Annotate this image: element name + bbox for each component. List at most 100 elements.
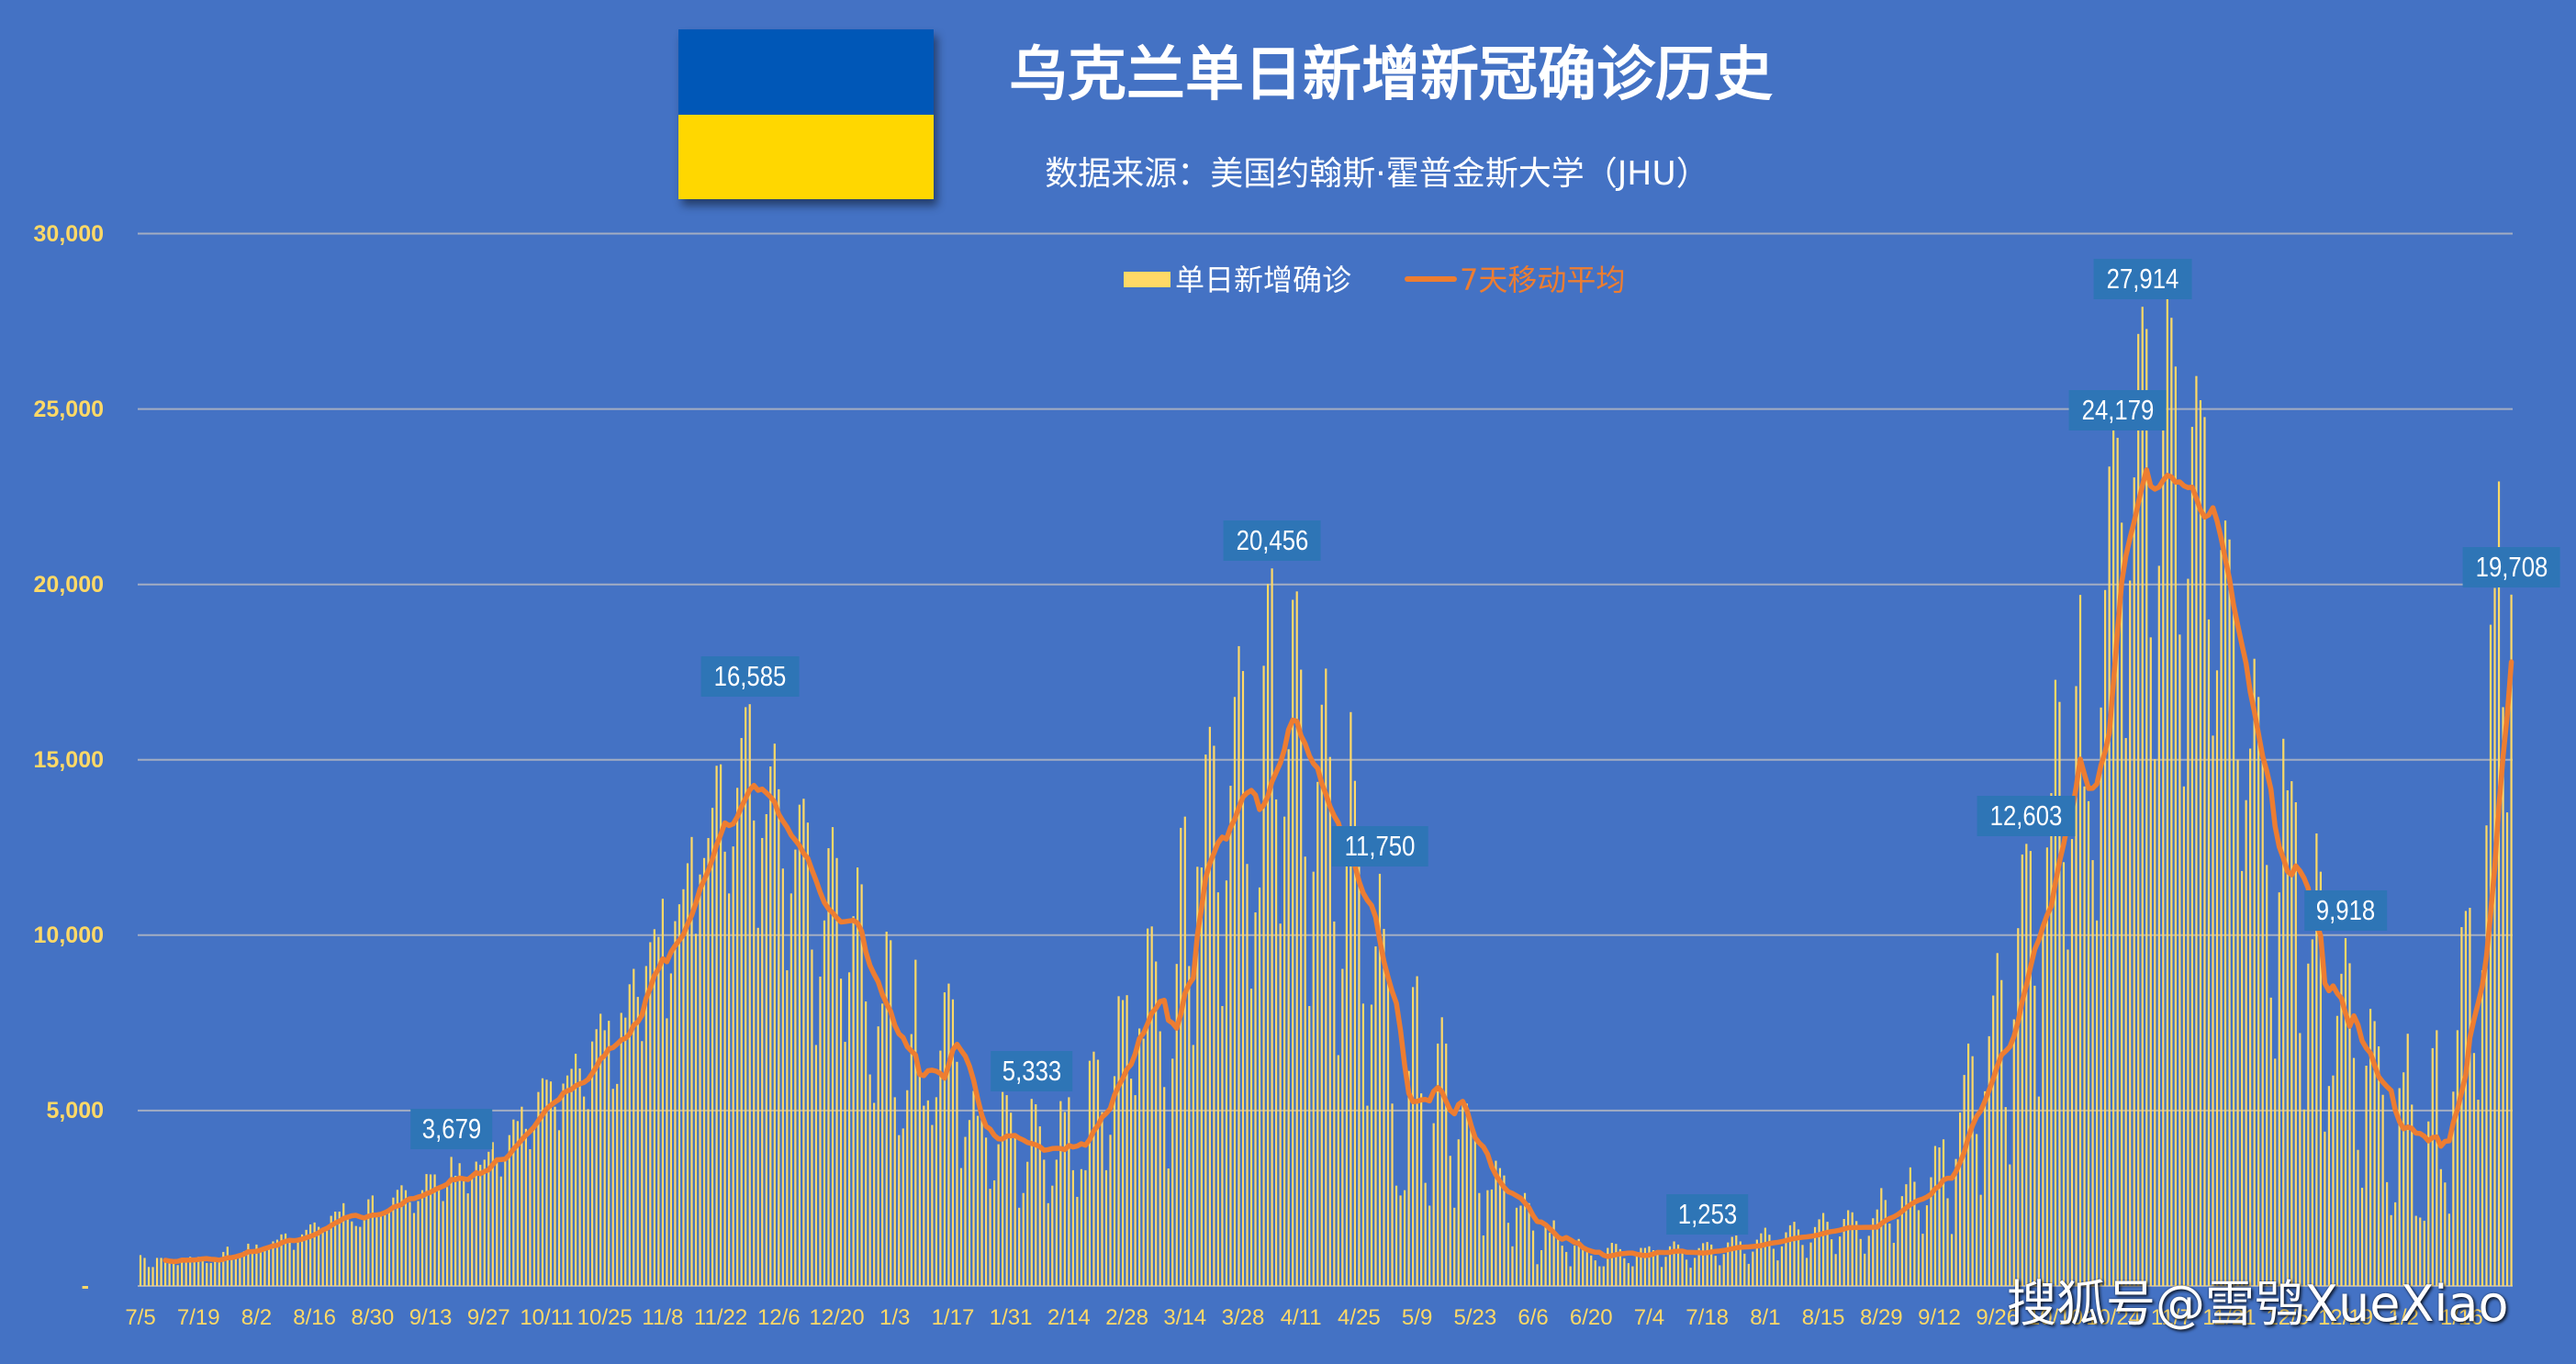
bar-daily-cases [1462, 1101, 1464, 1286]
x-axis-label: 7/18 [1686, 1305, 1730, 1330]
x-axis-label: 8/30 [351, 1305, 395, 1330]
x-axis-label: 2/28 [1105, 1305, 1148, 1330]
bar-daily-cases [351, 1221, 353, 1286]
flag-blue-stripe [678, 29, 934, 115]
bar-daily-cases [1958, 1112, 1962, 1286]
bar-daily-cases [189, 1257, 192, 1286]
bar-daily-cases [1366, 1105, 1369, 1286]
bar-daily-cases [1482, 1235, 1484, 1286]
bar-daily-cases [206, 1262, 208, 1286]
bar-daily-cases [2070, 839, 2074, 1286]
bar-daily-cases [1292, 599, 1294, 1286]
bar-daily-cases [798, 804, 801, 1286]
bar-daily-cases [1490, 1189, 1493, 1286]
bar-daily-cases [2390, 1214, 2392, 1286]
x-axis-label: 10/24 [2086, 1305, 2142, 1330]
bar-daily-cases [1569, 1266, 1572, 1286]
bar-daily-cases [2497, 481, 2501, 1286]
bar-daily-cases [1010, 1112, 1013, 1286]
bar-daily-cases [2439, 1168, 2442, 1286]
bar-daily-cases [1486, 1190, 1489, 1286]
bar-daily-cases [976, 1115, 980, 1286]
bar-daily-cases [1345, 864, 1348, 1286]
bar-daily-cases [1104, 1169, 1108, 1286]
x-axis-label: 1/17 [931, 1305, 975, 1330]
bar-daily-cases [2133, 477, 2135, 1286]
bar-daily-cases [2340, 973, 2343, 1286]
bar-daily-cases [1755, 1239, 1758, 1286]
bar-daily-cases [1722, 1254, 1725, 1286]
bar-daily-cases [2042, 926, 2044, 1286]
bar-daily-cases [902, 1128, 904, 1286]
bar-daily-cases [2419, 1217, 2422, 1286]
bar-daily-cases [554, 1106, 556, 1286]
bar-daily-cases [2464, 911, 2468, 1286]
bar-daily-cases [491, 1142, 494, 1286]
bar-daily-cases [2149, 637, 2152, 1286]
bar-daily-cases [1200, 867, 1203, 1286]
bar-daily-cases [819, 976, 822, 1286]
x-axis-label: 10/10 [2027, 1305, 2083, 1330]
bar-daily-cases [1797, 1229, 1800, 1286]
bar-daily-cases [1465, 1103, 1468, 1286]
bar-daily-cases [2108, 466, 2111, 1286]
bar-daily-cases [641, 1041, 644, 1286]
bar-daily-cases [1407, 1070, 1410, 1286]
bar-daily-cases [2319, 871, 2322, 1286]
bar-daily-cases [2121, 522, 2123, 1286]
bar-daily-cases [1598, 1266, 1601, 1286]
bar-daily-cases [1577, 1238, 1580, 1286]
bar-daily-cases [1175, 964, 1178, 1286]
bar-daily-cases [1295, 591, 1298, 1286]
bar-daily-cases [1818, 1219, 1820, 1286]
bar-daily-cases [2104, 589, 2107, 1286]
bar-daily-cases [2269, 997, 2272, 1286]
bar-daily-cases [865, 1001, 868, 1286]
bar-daily-cases [2282, 738, 2285, 1286]
bar-daily-cases [968, 1120, 971, 1286]
bar-daily-cases [2261, 757, 2264, 1286]
bar-daily-cases [616, 1083, 619, 1286]
bar-daily-cases [881, 1003, 884, 1286]
bar-daily-cases [1623, 1258, 1626, 1286]
bar-daily-cases [209, 1262, 212, 1286]
bar-daily-cases [1035, 1104, 1037, 1286]
bar-daily-cases [2360, 1187, 2364, 1286]
x-axis-label: 10/25 [577, 1305, 633, 1330]
bar-daily-cases [964, 1136, 967, 1286]
bar-daily-cases [267, 1245, 271, 1286]
bar-daily-cases [512, 1119, 515, 1286]
bar-daily-cases [2050, 793, 2053, 1286]
bar-daily-cases [429, 1174, 432, 1286]
data-label: 11,750 [1331, 825, 1428, 866]
bar-daily-cases [2294, 801, 2297, 1286]
bar-daily-cases [2236, 759, 2239, 1286]
bar-daily-cases [2386, 1181, 2389, 1286]
bar-daily-cases [2124, 738, 2127, 1286]
bar-daily-cases [2485, 825, 2488, 1286]
y-axis-label: 5,000 [46, 1097, 104, 1124]
bar-daily-cases [1515, 1207, 1518, 1286]
bar-daily-cases [1113, 1076, 1116, 1286]
bar-daily-cases [678, 904, 681, 1286]
bar-daily-cases [359, 1226, 362, 1286]
x-axis-label: 12/5 [2266, 1305, 2310, 1330]
x-axis-label: 10/11 [520, 1305, 574, 1330]
bar-daily-cases [1412, 987, 1415, 1286]
bar-daily-cases [835, 857, 838, 1286]
bar-daily-cases [185, 1258, 187, 1286]
bar-daily-cases [2212, 735, 2214, 1286]
bar-daily-cases [1478, 1192, 1481, 1286]
bar-daily-cases [1213, 745, 1215, 1286]
bar-daily-cases [1495, 1160, 1497, 1286]
bar-daily-cases [404, 1190, 408, 1286]
daily-cases-bars [139, 298, 2513, 1287]
bar-daily-cases [1909, 1167, 1911, 1286]
bar-daily-cases [2182, 786, 2185, 1286]
bar-daily-cases [363, 1219, 365, 1286]
bar-daily-cases [1676, 1244, 1680, 1286]
bar-daily-cases [1851, 1212, 1854, 1286]
bar-daily-cases [1710, 1244, 1713, 1286]
bar-daily-cases [508, 1135, 510, 1286]
bar-daily-cases [1171, 1058, 1174, 1286]
